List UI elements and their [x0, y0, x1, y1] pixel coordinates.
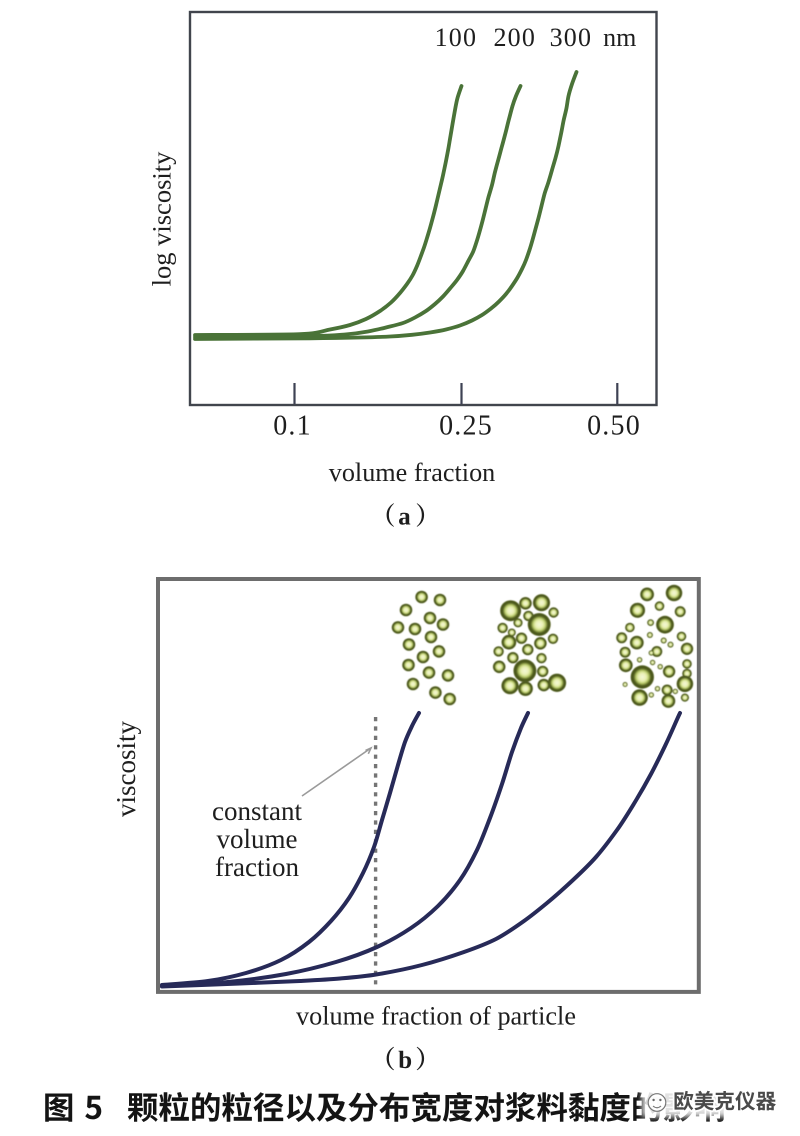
svg-text:0.50: 0.50: [587, 411, 641, 442]
svg-text:nm: nm: [603, 23, 636, 52]
svg-text:viscosity: viscosity: [111, 721, 141, 818]
svg-text:log viscosity: log viscosity: [147, 151, 177, 286]
svg-text:300: 300: [550, 23, 593, 52]
svg-text:fraction: fraction: [215, 852, 299, 882]
svg-text:volume fraction of particle: volume fraction of particle: [296, 1002, 576, 1031]
svg-text:200: 200: [493, 23, 536, 52]
svg-text:0.25: 0.25: [439, 411, 493, 442]
svg-text:volume fraction: volume fraction: [329, 458, 496, 487]
svg-text:volume: volume: [217, 824, 298, 854]
svg-text:constant: constant: [212, 796, 302, 826]
svg-text:100: 100: [435, 23, 478, 52]
svg-text:0.1: 0.1: [273, 411, 312, 442]
